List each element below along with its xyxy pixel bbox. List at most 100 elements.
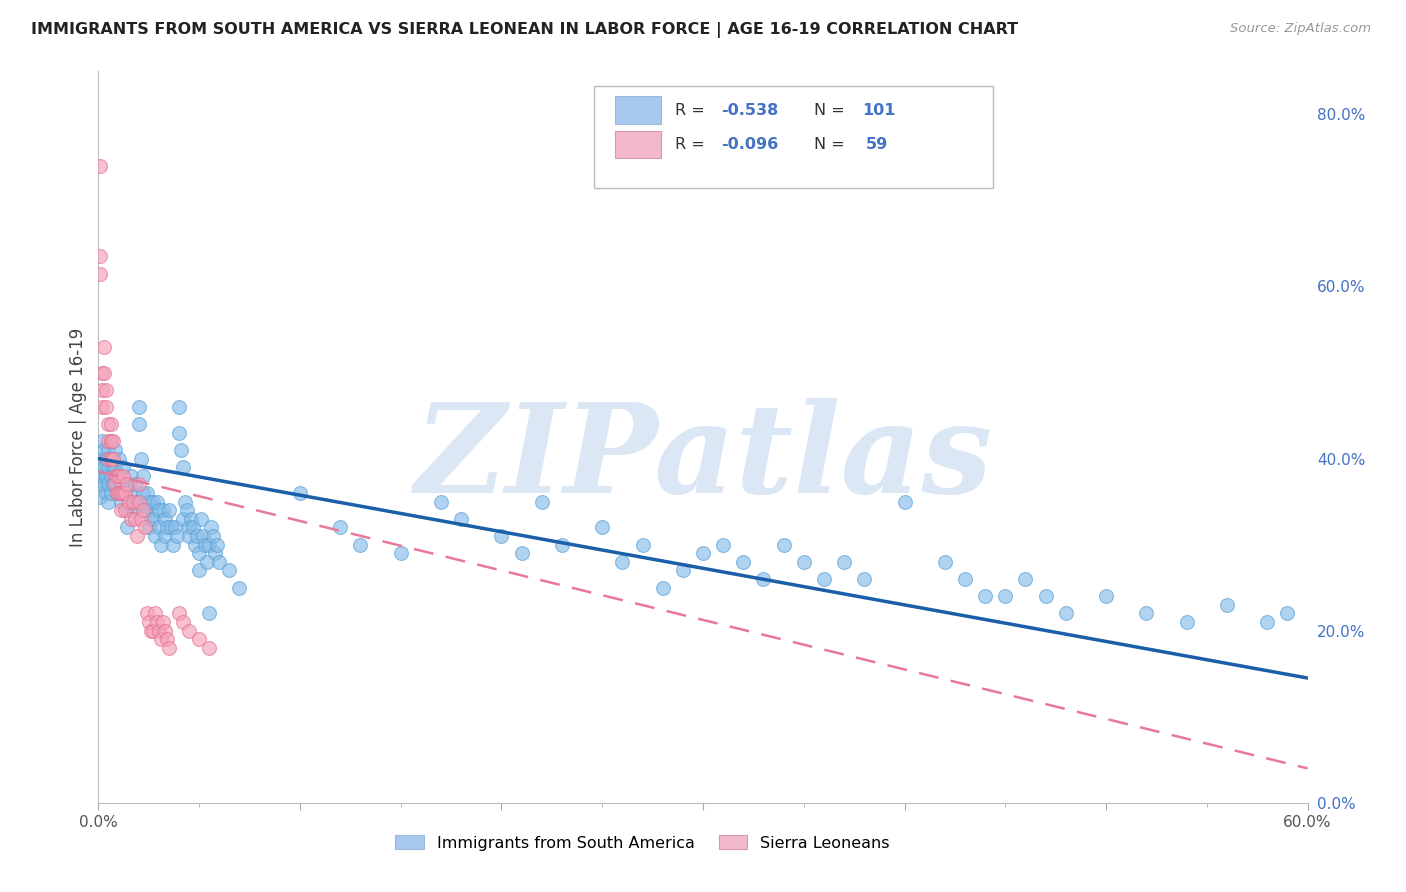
Point (772, 538, 794, 552)
Point (110, 477, 132, 491)
Point (135, 503, 157, 517)
Point (110, 494, 132, 508)
Point (97, 451, 120, 466)
Point (146, 615, 169, 629)
Point (711, 538, 734, 552)
Point (198, 607, 221, 621)
Text: 101: 101 (863, 103, 896, 118)
Point (111, 460, 134, 475)
Point (107, 451, 129, 466)
Point (100, 451, 122, 466)
Point (813, 572, 835, 586)
Point (138, 494, 160, 508)
Point (139, 512, 162, 526)
Point (96, 400, 118, 414)
Point (96, 486, 118, 500)
Bar (614, 130, 661, 159)
Point (115, 503, 138, 517)
Point (167, 425, 190, 440)
Point (115, 477, 138, 491)
Point (934, 555, 956, 569)
Point (121, 494, 143, 508)
Point (100, 417, 122, 432)
Point (153, 529, 176, 543)
Point (93, 460, 115, 475)
Point (1035, 589, 1057, 603)
Point (128, 400, 150, 414)
Point (153, 624, 176, 638)
Point (1277, 607, 1299, 621)
Point (91, 366, 114, 380)
Point (631, 538, 654, 552)
Point (163, 520, 186, 534)
Point (510, 546, 533, 560)
Point (672, 564, 695, 578)
Point (148, 520, 170, 534)
Point (143, 529, 166, 543)
Point (100, 434, 122, 449)
Point (188, 564, 211, 578)
Point (120, 486, 142, 500)
Point (179, 529, 201, 543)
Point (118, 494, 141, 508)
Point (733, 555, 755, 569)
Point (111, 468, 134, 483)
Point (204, 546, 226, 560)
Point (134, 503, 156, 517)
Point (692, 546, 714, 560)
Point (91, 451, 114, 466)
Point (148, 624, 170, 638)
Point (156, 632, 179, 647)
Point (157, 503, 180, 517)
Point (121, 503, 143, 517)
Point (329, 520, 352, 534)
Point (551, 538, 574, 552)
Point (103, 477, 125, 491)
Text: Source: ZipAtlas.com: Source: ZipAtlas.com (1230, 22, 1371, 36)
Point (208, 555, 231, 569)
Text: R =: R = (675, 137, 710, 152)
Point (124, 477, 146, 491)
Point (181, 520, 204, 534)
Point (591, 520, 613, 534)
Point (97, 477, 120, 491)
Point (114, 486, 136, 500)
Point (491, 529, 513, 543)
Point (105, 486, 128, 500)
Point (128, 477, 150, 491)
Point (128, 417, 150, 432)
Point (893, 494, 915, 508)
Point (114, 503, 136, 517)
Point (124, 512, 146, 526)
Point (135, 486, 157, 500)
Point (115, 520, 138, 534)
Point (89, 465, 111, 479)
Point (1216, 598, 1239, 612)
Point (218, 564, 240, 578)
Point (228, 581, 250, 595)
Point (107, 468, 129, 483)
Point (91, 383, 114, 397)
Point (1095, 589, 1118, 603)
Point (180, 512, 202, 526)
Point (953, 572, 976, 586)
Point (114, 486, 136, 500)
Text: ZIPatlas: ZIPatlas (413, 398, 993, 520)
FancyBboxPatch shape (595, 86, 993, 188)
Point (202, 529, 225, 543)
Point (389, 546, 412, 560)
Point (101, 460, 124, 475)
Point (142, 512, 165, 526)
Point (190, 512, 212, 526)
Point (118, 494, 141, 508)
Point (832, 555, 855, 569)
Point (162, 538, 184, 552)
Text: -0.538: -0.538 (721, 103, 779, 118)
Point (93, 477, 115, 491)
Point (96, 383, 118, 397)
Point (156, 520, 179, 534)
Point (135, 607, 157, 621)
Point (89, 491, 111, 505)
Point (89, 249, 111, 263)
Point (97, 494, 120, 508)
